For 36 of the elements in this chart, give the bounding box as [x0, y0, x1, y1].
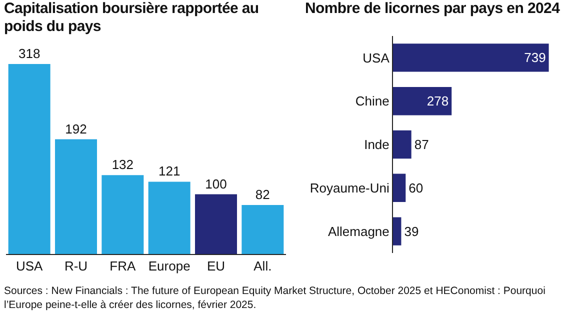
bar: [393, 87, 452, 116]
y-tick-label: Allemagne: [328, 224, 390, 239]
bar: [102, 175, 144, 254]
bar: [393, 174, 406, 202]
data-label: 192: [65, 121, 87, 136]
x-tick-label: All.: [254, 258, 272, 274]
data-label: 82: [255, 187, 270, 202]
x-tick-label: EU: [206, 258, 226, 274]
data-label: 278: [426, 94, 449, 109]
bar: [393, 217, 402, 246]
x-tick-label: R-U: [64, 258, 88, 274]
x-tick-label: USA: [16, 258, 44, 274]
bar: [195, 194, 237, 254]
data-label: 39: [404, 224, 419, 239]
data-label: 100: [205, 176, 227, 192]
bar: [393, 130, 412, 159]
data-label: 87: [414, 137, 429, 152]
bar: [148, 182, 190, 254]
data-label: 121: [158, 164, 180, 179]
chart-title: Nombre de licornes par pays en 2024: [305, 0, 561, 18]
x-tick-label: FRA: [110, 258, 136, 274]
data-label: 318: [18, 46, 40, 61]
data-label: 132: [112, 157, 134, 172]
chart-title: Capitalisation boursière rapportée au poids du pays: [4, 0, 260, 36]
y-tick-label: Chine: [355, 94, 390, 109]
data-label: 739: [524, 50, 546, 66]
bar: [393, 44, 549, 72]
y-tick-label: Inde: [364, 137, 390, 152]
bar: [242, 205, 284, 254]
bar: [55, 139, 97, 254]
bar: [8, 64, 50, 254]
y-tick-label: USA: [362, 50, 390, 66]
data-label: 60: [408, 180, 424, 196]
x-tick-label: Europe: [148, 258, 190, 274]
source-note: Sources : New Financials : The future of European Equity Market Structure, October 2025 et HEConomist : Pourquoi l’Europe peine-t-elle à créer des licornes, février 2025.: [4, 284, 546, 312]
y-tick-label: Royaume-Uni: [310, 180, 390, 196]
